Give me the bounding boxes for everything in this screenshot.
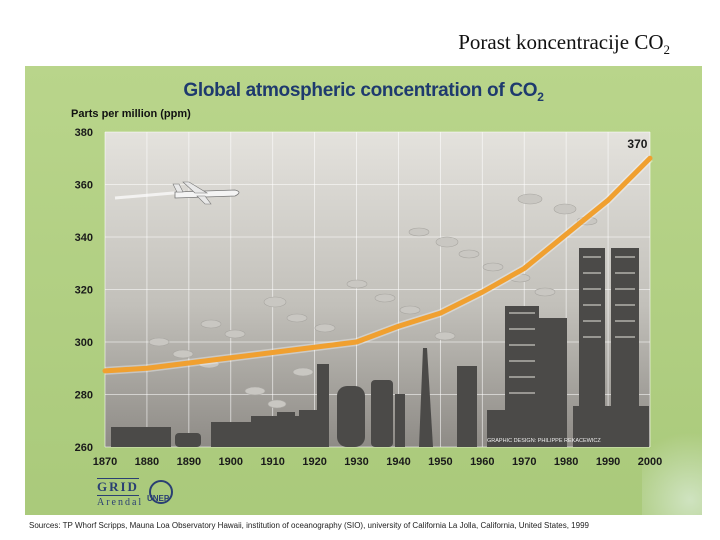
series-point: [481, 290, 484, 294]
y-tick-label: 300: [75, 337, 93, 349]
x-tick-label: 1870: [93, 456, 117, 468]
x-tick-label: 1880: [135, 456, 159, 468]
unep-logo-icon: [149, 480, 173, 504]
x-tick-label: 1940: [386, 456, 410, 468]
x-tick-label: 1890: [177, 456, 201, 468]
series-point: [187, 361, 191, 365]
series-point: [145, 367, 149, 370]
series-point: [606, 199, 610, 202]
series-point: [523, 267, 526, 270]
series-point: [439, 311, 442, 315]
series-layer: [102, 155, 653, 375]
grid-arendal-logo: GRID Arendal: [97, 478, 143, 508]
x-tick-label: 1930: [344, 456, 368, 468]
y-tick-label: 380: [75, 127, 93, 139]
x-tick-label: 1980: [554, 456, 578, 468]
y-axis-label: Parts per million (ppm): [71, 108, 191, 120]
graphic-credit: GRAPHIC DESIGN: PHILIPPE REKACEWICZ: [487, 438, 601, 444]
series-point: [564, 233, 568, 236]
skyline-windows: [509, 256, 635, 394]
x-tick-label: 2000: [638, 456, 662, 468]
x-tick-label: 1990: [596, 456, 620, 468]
axes: 1870 1880 1890 1900 1910 1920 1930 1940 1950 1960…: [75, 127, 663, 468]
logo-arendal-text: Arendal: [97, 497, 144, 508]
slide-title: Porast koncentracije CO2: [458, 30, 670, 58]
data-label-370: 370: [627, 137, 647, 151]
series-point: [229, 356, 232, 359]
chart-poster: Global atmospheric concentration of CO2 …: [25, 66, 702, 536]
y-tick-label: 340: [75, 232, 93, 244]
y-tick-label: 360: [75, 180, 93, 192]
annotations: 370: [627, 137, 647, 151]
series-point: [271, 351, 274, 354]
sources-footer: Sources: TP Whorf Scripps, Mauna Loa Obs…: [25, 515, 702, 536]
series-point: [627, 178, 631, 181]
logo-grid-text: GRID: [97, 478, 139, 496]
x-tick-label: 1960: [470, 456, 494, 468]
airplane-icon: [114, 181, 240, 205]
x-tick-label: 1920: [302, 456, 326, 468]
x-tick-label: 1900: [219, 456, 243, 468]
x-tick-label: 1950: [428, 456, 452, 468]
series-point: [313, 346, 316, 349]
y-tick-label: 320: [75, 285, 93, 297]
x-tick-label: 1970: [512, 456, 536, 468]
series-point: [648, 157, 652, 160]
y-tick-label: 260: [75, 442, 93, 454]
series-point: [397, 325, 400, 328]
series-point: [355, 340, 358, 344]
chart-title: Global atmospheric concentration of CO2: [183, 80, 544, 104]
y-tick-label: 280: [75, 390, 93, 402]
x-tick-label: 1910: [260, 456, 284, 468]
unep-label: UNEP: [147, 494, 170, 503]
series-point: [103, 369, 107, 373]
chart-svg: 1870 1880 1890 1900 1910 1920 1930 1940 1950 1960…: [75, 127, 663, 468]
